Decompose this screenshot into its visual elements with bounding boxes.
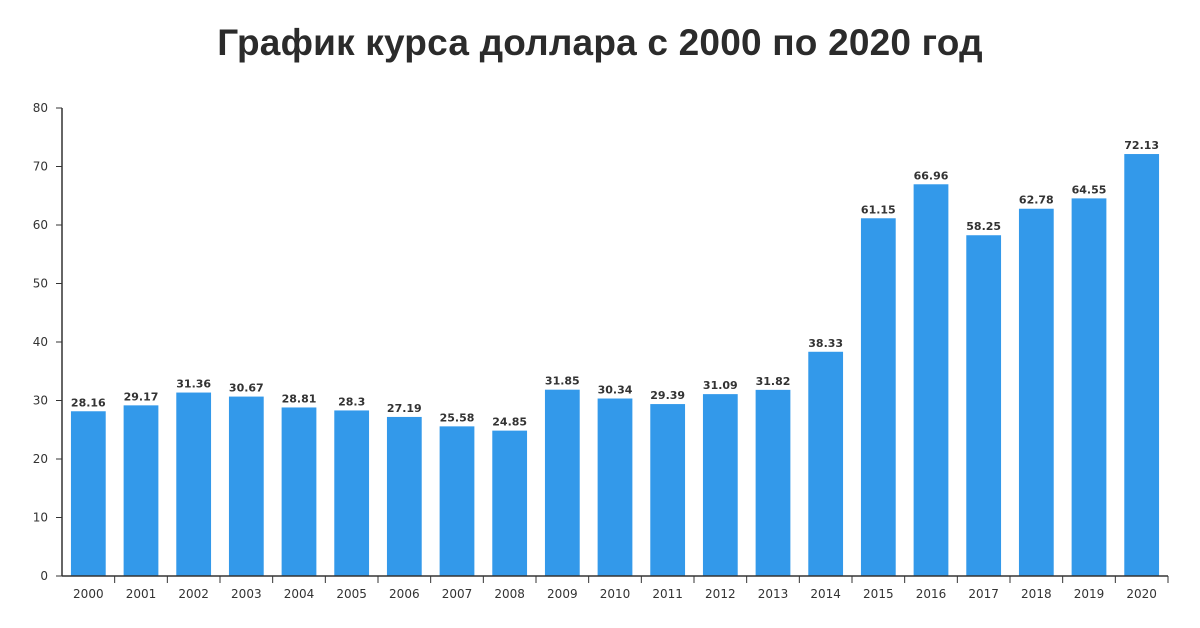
data-label: 66.96 — [914, 169, 949, 182]
y-tick-label: 80 — [33, 101, 48, 115]
y-tick-label: 50 — [33, 277, 48, 291]
x-tick-label: 2005 — [336, 587, 367, 601]
data-label: 31.36 — [176, 378, 211, 391]
data-label: 28.81 — [282, 392, 317, 405]
y-tick-label: 40 — [33, 335, 48, 349]
bar — [597, 398, 633, 576]
data-label: 38.33 — [808, 337, 843, 350]
bar — [492, 430, 528, 576]
x-tick-label: 2003 — [231, 587, 262, 601]
data-label: 29.17 — [124, 390, 159, 403]
x-tick-label: 2001 — [126, 587, 157, 601]
chart-title: График курса доллара с 2000 по 2020 год — [217, 22, 983, 63]
bar — [650, 404, 686, 576]
bar — [544, 389, 580, 576]
y-axis: 0 10 20 30 40 50 60 70 80 — [33, 101, 63, 583]
data-label: 64.55 — [1072, 183, 1107, 196]
bar — [913, 184, 949, 576]
bar — [1124, 154, 1160, 577]
data-label: 24.85 — [492, 416, 527, 429]
x-tick-label: 2016 — [916, 587, 947, 601]
bar — [281, 407, 317, 576]
x-tick-label: 2004 — [284, 587, 315, 601]
data-label: 30.34 — [598, 384, 633, 397]
x-tick-label: 2000 — [73, 587, 104, 601]
x-tick-label: 2002 — [178, 587, 209, 601]
data-label: 28.16 — [71, 396, 106, 409]
data-label: 31.82 — [756, 375, 791, 388]
data-label: 29.39 — [650, 389, 685, 402]
y-tick-label: 20 — [33, 452, 48, 466]
y-tick-label: 30 — [33, 394, 48, 408]
bar — [228, 396, 264, 576]
data-label: 30.67 — [229, 382, 264, 395]
data-label: 61.15 — [861, 203, 896, 216]
x-tick-label: 2008 — [494, 587, 525, 601]
bar — [334, 410, 370, 576]
data-label: 31.85 — [545, 375, 580, 388]
y-tick-label: 70 — [33, 160, 48, 174]
bar — [1071, 198, 1107, 576]
bar — [860, 218, 896, 576]
x-axis: 2000 2001 2002 2003 2004 2005 2006 2007 2008 2009… — [62, 575, 1169, 601]
x-tick-label: 2007 — [442, 587, 473, 601]
y-tick-label: 0 — [40, 569, 48, 583]
bar — [808, 351, 844, 576]
data-label: 58.25 — [966, 220, 1001, 233]
data-label: 31.09 — [703, 379, 738, 392]
x-tick-label: 2019 — [1074, 587, 1105, 601]
x-tick-label: 2010 — [600, 587, 631, 601]
x-tick-label: 2015 — [863, 587, 894, 601]
bar — [386, 416, 422, 576]
data-label: 72.13 — [1124, 139, 1159, 152]
bar — [439, 426, 475, 576]
x-tick-label: 2012 — [705, 587, 736, 601]
y-tick-label: 10 — [33, 511, 48, 525]
bar — [176, 392, 212, 576]
x-tick-label: 2014 — [810, 587, 841, 601]
x-tick-label: 2009 — [547, 587, 578, 601]
x-tick-label: 2013 — [758, 587, 789, 601]
x-tick-label: 2020 — [1126, 587, 1157, 601]
data-label: 62.78 — [1019, 194, 1054, 207]
bar — [702, 394, 738, 576]
bar — [1018, 208, 1054, 576]
data-label: 25.58 — [440, 411, 475, 424]
bar — [755, 389, 791, 576]
x-tick-label: 2017 — [968, 587, 999, 601]
y-tick-label: 60 — [33, 218, 48, 232]
x-tick-label: 2006 — [389, 587, 420, 601]
bars: 28.16 29.17 31.36 30.67 28.81 28.3 27.19 25.58 2… — [70, 139, 1160, 577]
x-tick-label: 2011 — [652, 587, 683, 601]
bar — [123, 405, 159, 576]
bar — [70, 411, 106, 576]
bar — [966, 235, 1002, 577]
data-label: 27.19 — [387, 402, 422, 415]
x-tick-label: 2018 — [1021, 587, 1052, 601]
data-label: 28.3 — [338, 395, 365, 408]
